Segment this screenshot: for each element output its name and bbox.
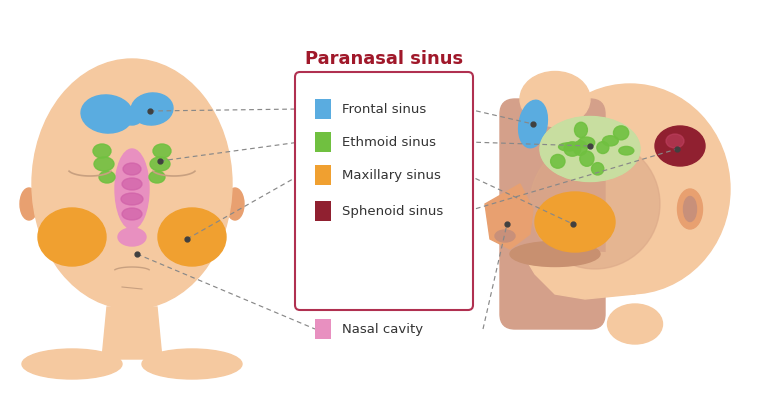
Text: Frontal sinus: Frontal sinus (342, 103, 426, 116)
FancyBboxPatch shape (315, 202, 331, 221)
Ellipse shape (591, 163, 604, 176)
Ellipse shape (530, 140, 660, 269)
Ellipse shape (540, 117, 640, 182)
Text: Nasal cavity: Nasal cavity (342, 323, 423, 336)
Ellipse shape (149, 171, 165, 183)
Ellipse shape (518, 101, 548, 148)
Ellipse shape (150, 158, 170, 171)
Ellipse shape (121, 194, 143, 206)
Ellipse shape (153, 145, 171, 159)
Ellipse shape (142, 349, 242, 379)
Ellipse shape (564, 142, 581, 157)
Ellipse shape (530, 85, 730, 294)
Ellipse shape (93, 145, 111, 159)
Ellipse shape (677, 190, 703, 230)
Ellipse shape (22, 349, 122, 379)
Ellipse shape (38, 209, 106, 266)
Ellipse shape (122, 110, 142, 126)
FancyBboxPatch shape (315, 166, 331, 185)
Ellipse shape (158, 209, 226, 266)
Ellipse shape (510, 242, 600, 267)
Ellipse shape (578, 138, 594, 149)
Ellipse shape (495, 230, 515, 242)
Ellipse shape (603, 136, 618, 147)
Ellipse shape (115, 150, 149, 230)
Ellipse shape (580, 152, 594, 167)
Polygon shape (520, 249, 645, 299)
FancyBboxPatch shape (500, 100, 605, 329)
FancyBboxPatch shape (295, 73, 473, 310)
Ellipse shape (122, 178, 142, 190)
Ellipse shape (558, 143, 578, 152)
Ellipse shape (655, 127, 705, 166)
FancyBboxPatch shape (315, 100, 331, 120)
Ellipse shape (131, 94, 173, 126)
Ellipse shape (123, 164, 141, 176)
Ellipse shape (619, 147, 634, 156)
Ellipse shape (551, 155, 565, 169)
Polygon shape (485, 185, 533, 249)
Ellipse shape (32, 60, 232, 309)
FancyBboxPatch shape (315, 319, 331, 339)
FancyBboxPatch shape (315, 133, 331, 153)
Polygon shape (102, 307, 162, 359)
Ellipse shape (20, 189, 38, 221)
Ellipse shape (684, 197, 697, 222)
Ellipse shape (607, 304, 663, 344)
Text: Ethmoid sinus: Ethmoid sinus (342, 136, 436, 149)
Text: Sphenoid sinus: Sphenoid sinus (342, 205, 443, 218)
Ellipse shape (99, 171, 115, 183)
Ellipse shape (614, 126, 629, 140)
Ellipse shape (226, 189, 244, 221)
Ellipse shape (574, 141, 587, 156)
Ellipse shape (94, 158, 114, 171)
Ellipse shape (122, 209, 142, 221)
Ellipse shape (574, 123, 588, 138)
Ellipse shape (81, 96, 133, 134)
Text: Paranasal sinus: Paranasal sinus (305, 50, 463, 68)
Ellipse shape (535, 192, 615, 252)
Ellipse shape (597, 142, 609, 154)
Ellipse shape (118, 228, 146, 247)
Ellipse shape (520, 72, 590, 127)
Ellipse shape (666, 135, 684, 149)
Text: Maxillary sinus: Maxillary sinus (342, 169, 441, 182)
